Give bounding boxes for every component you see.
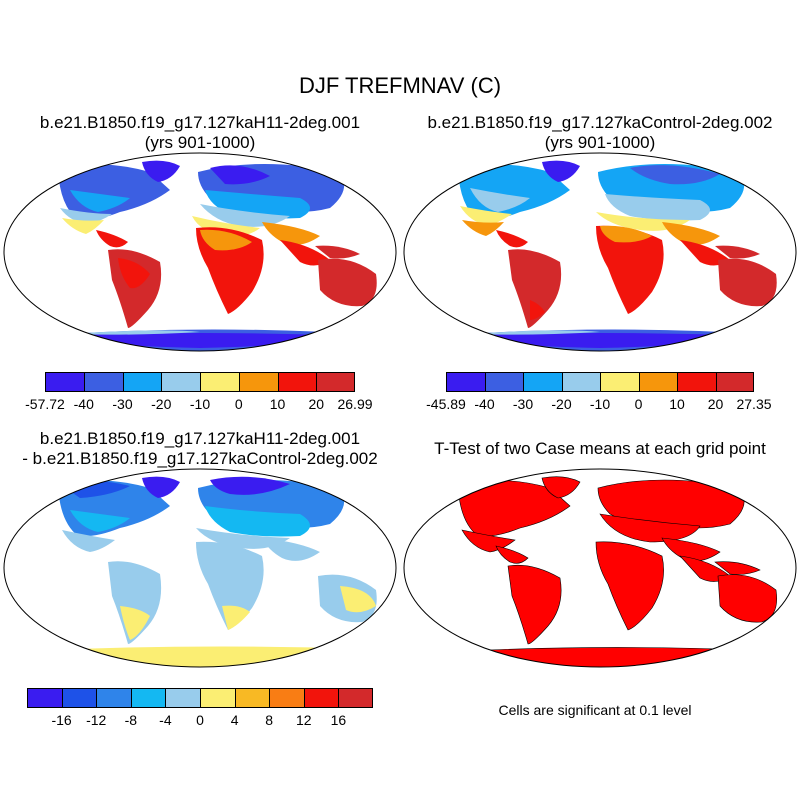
colorbar-tick-label: -20 (151, 396, 172, 412)
colorbar-swatch (234, 688, 270, 708)
colorbar-swatch (122, 372, 162, 392)
colorbar-tick-label: 0 (196, 712, 204, 728)
colorbar-swatch (83, 372, 123, 392)
colorbar-swatch (303, 688, 339, 708)
colorbar-tick-label: -16 (51, 712, 72, 728)
colorbar-tick-label: -20 (551, 396, 572, 412)
panel3-colorbar (27, 688, 373, 708)
colorbar-tick-label: 16 (330, 712, 347, 728)
panel4-title: T-Test of two Case means at each grid po… (434, 439, 766, 458)
colorbar-tick-label: -30 (112, 396, 133, 412)
colorbar-swatch (165, 688, 200, 708)
panel4-map (403, 468, 797, 668)
panel3-colorbar-labels: -16 -12 -8 -4 0 4 8 12 16 (27, 712, 373, 728)
panel1-colorbar (45, 372, 355, 392)
panel1-title-line1: b.e21.B1850.f19_g17.127kaH11-2deg.001 (39, 113, 361, 132)
colorbar-tick-label: -4 (159, 712, 172, 728)
figure-title: DJF TREFMNAV (C) (298, 73, 502, 98)
colorbar-swatch (561, 372, 600, 392)
colorbar-swatch (484, 372, 523, 392)
panel3-map (3, 468, 397, 668)
colorbar-swatch (677, 372, 716, 392)
colorbar-tick-label: -57.72 (25, 396, 65, 412)
colorbar-tick-label: 10 (669, 396, 685, 412)
significance-note: Cells are significant at 0.1 level (498, 702, 692, 718)
panel2-map (403, 152, 797, 352)
colorbar-swatch (523, 372, 562, 392)
panel2-colorbar-labels: -45.89 -40 -30 -20 -10 0 10 20 27.35 (426, 396, 771, 412)
colorbar-swatch (446, 372, 485, 392)
colorbar-swatch (61, 688, 97, 708)
colorbar-swatch (238, 372, 278, 392)
colorbar-swatch (130, 688, 166, 708)
panel1-map (3, 152, 397, 352)
colorbar-tick-label: 0 (234, 396, 243, 412)
colorbar-tick-label: 20 (308, 396, 325, 412)
colorbar-tick-label: 12 (296, 712, 312, 728)
colorbar-swatch (600, 372, 639, 392)
panel1-title-line2: (yrs 901-1000) (144, 133, 256, 152)
colorbar-tick-label: -10 (589, 396, 611, 412)
colorbar-swatch (316, 372, 355, 392)
colorbar-tick-label: 27.35 (736, 396, 772, 412)
panel1-colorbar-labels: -57.72 -40 -30 -20 -10 0 10 20 26.99 (25, 396, 372, 412)
colorbar-swatch (27, 688, 62, 708)
panel3-title-line2: - b.e21.B1850.f19_g17.127kaControl-2deg.… (22, 449, 378, 468)
colorbar-tick-label: 0 (634, 396, 643, 412)
colorbar-swatch (269, 688, 304, 708)
colorbar-swatch (277, 372, 317, 392)
colorbar-swatch (715, 372, 754, 392)
colorbar-tick-label: -12 (86, 712, 107, 728)
colorbar-tick-label: -10 (189, 396, 211, 412)
panel3-title-line1: b.e21.B1850.f19_g17.127kaH11-2deg.001 (39, 429, 361, 448)
colorbar-swatch (161, 372, 200, 392)
colorbar-tick-label: -45.89 (426, 396, 466, 412)
colorbar-tick-label: -8 (124, 712, 138, 728)
colorbar-tick-label: 10 (269, 396, 286, 412)
colorbar-swatch (199, 688, 235, 708)
colorbar-swatch (638, 372, 677, 392)
colorbar-tick-label: -40 (474, 396, 495, 412)
colorbar-swatch (200, 372, 239, 392)
colorbar-swatch (45, 372, 84, 392)
panel2-title-line1: b.e21.B1850.f19_g17.127kaControl-2deg.00… (427, 113, 773, 132)
panel2-colorbar (446, 372, 754, 392)
colorbar-tick-label: 8 (265, 712, 274, 728)
colorbar-swatch (338, 688, 373, 708)
colorbar-tick-label: 26.99 (337, 396, 373, 412)
colorbar-tick-label: -30 (512, 396, 534, 412)
colorbar-tick-label: -40 (73, 396, 94, 412)
colorbar-tick-label: 4 (230, 712, 239, 728)
panel2-title-line2: (yrs 901-1000) (544, 133, 656, 152)
colorbar-swatch (96, 688, 131, 708)
colorbar-tick-label: 20 (707, 396, 724, 412)
